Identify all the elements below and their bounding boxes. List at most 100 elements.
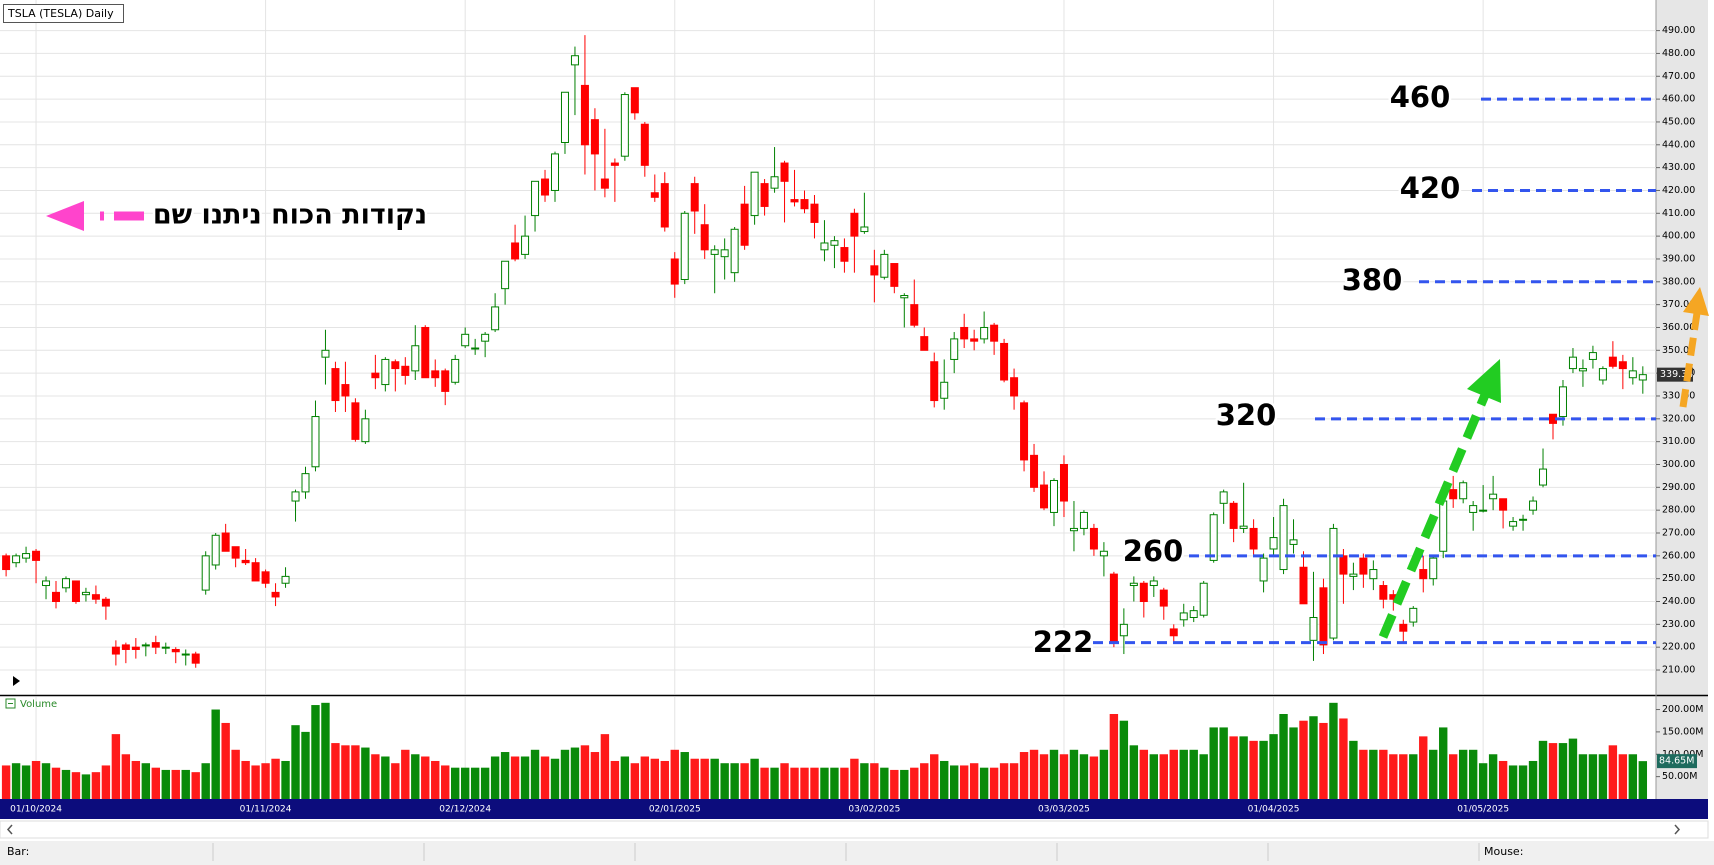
volume-bar — [979, 767, 989, 799]
volume-bar — [181, 769, 190, 799]
y-tick-label: 290.00 — [1662, 482, 1695, 493]
candle-body — [161, 646, 170, 649]
y-tick-label: 410.00 — [1662, 208, 1695, 219]
volume-bar — [900, 769, 909, 799]
candle-body — [371, 372, 380, 379]
volume-bar — [670, 749, 679, 799]
candle-body — [1309, 616, 1318, 641]
volume-bar — [401, 749, 410, 799]
volume-bar — [740, 763, 749, 799]
volume-bar — [1109, 714, 1119, 799]
volume-bar — [121, 754, 131, 799]
candle-body — [1179, 612, 1188, 621]
y-tick-label: 460.00 — [1662, 94, 1695, 105]
volume-bar — [31, 760, 41, 799]
marks — [1, 35, 1648, 799]
candle-body — [241, 559, 250, 564]
candle-body — [1598, 368, 1607, 381]
volume-bar — [969, 763, 979, 799]
candle-body — [521, 235, 530, 255]
volume-bar — [1049, 749, 1059, 799]
volume-bar — [1249, 740, 1258, 799]
candle-body — [251, 562, 260, 582]
volume-tick-label: 150.00M — [1662, 726, 1703, 737]
volume-tick-label: 200.00M — [1662, 704, 1703, 715]
y-tick-label: 280.00 — [1662, 505, 1695, 516]
y-tick-label: 380.00 — [1662, 276, 1695, 287]
y-tick-label: 360.00 — [1662, 322, 1695, 333]
volume-bar — [850, 758, 859, 799]
candle-body — [1249, 527, 1258, 550]
volume-bar — [490, 756, 500, 799]
volume-bar — [810, 767, 819, 799]
scroll-left[interactable] — [6, 824, 13, 835]
candle-body — [750, 171, 759, 217]
volume-bar — [1259, 740, 1268, 799]
volume-bar — [620, 756, 630, 799]
candle-body — [1069, 527, 1078, 532]
volume-bar — [1039, 754, 1049, 799]
candle-body — [91, 594, 100, 600]
volume-bar — [1379, 749, 1388, 799]
volume-bar — [880, 767, 889, 799]
chart-title: TSLA (TESLA) Daily — [7, 7, 114, 20]
candle-body — [2, 555, 11, 571]
candle-body — [1339, 555, 1348, 575]
volume-bar — [790, 767, 799, 799]
volume-bar — [361, 747, 370, 799]
candle-body — [1439, 500, 1448, 552]
scrollbar[interactable] — [0, 820, 1709, 839]
y-tick-label: 400.00 — [1662, 231, 1695, 242]
candle-body — [501, 260, 510, 290]
candle-body — [960, 326, 969, 340]
candle-body — [990, 324, 999, 342]
volume-bar — [959, 765, 969, 799]
volume-bar — [1359, 749, 1368, 799]
volume-bar — [1399, 754, 1408, 799]
volume-bar — [840, 767, 849, 799]
volume-bar — [590, 752, 600, 799]
volume-bar — [830, 767, 839, 799]
candle-body — [1529, 500, 1538, 511]
candle-body — [710, 249, 719, 255]
volume-bar — [91, 772, 101, 799]
candle-body — [1519, 518, 1528, 521]
volume-bar — [341, 745, 350, 799]
candle-body — [600, 178, 609, 189]
candle-body — [311, 416, 320, 468]
candle-body — [910, 304, 919, 326]
scroll-right[interactable] — [1674, 824, 1681, 835]
y-tick-label: 350.00 — [1662, 345, 1695, 356]
volume-bar — [231, 749, 240, 799]
volume-bar — [151, 767, 160, 799]
y-tick-label: 470.00 — [1662, 71, 1695, 82]
volume-bar — [1449, 754, 1458, 799]
volume-bar — [1019, 752, 1029, 799]
play-icon[interactable] — [13, 676, 20, 686]
candle-body — [1419, 569, 1428, 580]
candle-body — [421, 326, 430, 379]
candle-body — [1050, 479, 1058, 513]
candle-body — [1219, 491, 1228, 504]
candle-body — [1269, 537, 1278, 550]
candle-body — [61, 578, 70, 589]
candle-body — [461, 333, 470, 347]
volume-bar — [71, 772, 81, 799]
annotation: נקודות הכוח ניתנו שם — [153, 200, 427, 231]
candle-body — [341, 384, 350, 397]
candle-body — [1209, 514, 1218, 561]
volume-bar — [411, 754, 420, 799]
orange-arrowhead — [1683, 287, 1709, 316]
volume-bar — [1199, 754, 1208, 799]
volume-bar — [1299, 720, 1308, 799]
volume-bar — [630, 763, 640, 799]
volume-bar — [451, 767, 460, 799]
y-tick-label: 430.00 — [1662, 162, 1695, 173]
volume-bar — [760, 767, 769, 799]
candle-body — [1638, 374, 1647, 381]
volume-bar — [780, 763, 789, 799]
volume-bar — [1458, 749, 1468, 799]
x-tick-label: 02/01/2025 — [649, 805, 701, 815]
candle-body — [361, 418, 370, 443]
candle-body — [351, 402, 360, 440]
